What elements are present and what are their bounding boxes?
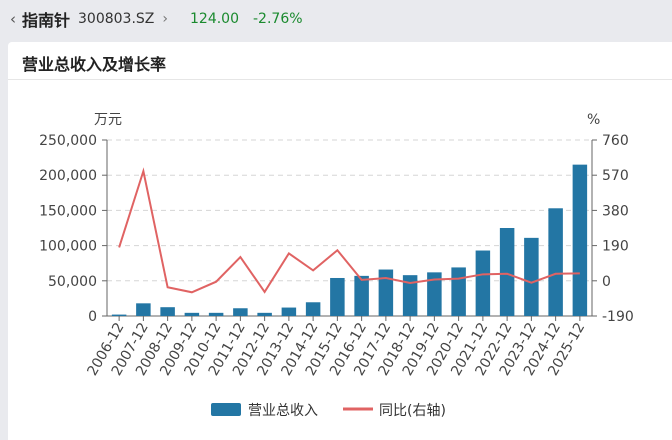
left-axis-tick-label: 250,000 [39, 133, 97, 149]
revenue-bar [305, 302, 321, 316]
revenue-bar [257, 312, 272, 316]
revenue-bar [184, 312, 200, 316]
revenue-bar [524, 237, 539, 316]
stock-code: 300803.SZ [78, 11, 155, 27]
revenue-bar [281, 307, 297, 316]
revenue-bar [330, 277, 345, 316]
revenue-bar [136, 303, 151, 316]
right-axis-tick-label: 760 [602, 133, 629, 149]
divider [8, 79, 672, 80]
left-axis-tick-label: 100,000 [39, 239, 97, 255]
right-axis-tick-label: -190 [602, 309, 634, 325]
revenue-bar [354, 275, 369, 316]
revenue-bar [548, 208, 563, 316]
left-axis-tick-label: 200,000 [39, 168, 97, 184]
revenue-bar [160, 307, 175, 316]
card-title: 营业总收入及增长率 [22, 55, 167, 74]
revenue-bar [427, 272, 442, 316]
left-axis-unit: 万元 [94, 112, 122, 128]
revenue-bar [499, 228, 515, 316]
stock-change: -2.76% [253, 11, 303, 27]
revenue-bar [208, 312, 224, 316]
revenue-bar [111, 314, 127, 316]
chevron-right-icon[interactable]: › [162, 11, 168, 27]
left-axis-tick-label: 150,000 [39, 203, 97, 219]
right-axis-tick-label: 570 [602, 168, 629, 184]
right-axis-tick-label: 380 [602, 203, 629, 219]
yoy-growth-line [118, 167, 580, 294]
revenue-bar [378, 269, 394, 316]
left-axis-tick-label: 0 [88, 309, 97, 325]
chevron-left-icon[interactable]: ‹ [10, 10, 16, 28]
legend-swatch-revenue [211, 403, 241, 416]
left-axis-tick-label: 50,000 [48, 274, 97, 290]
stock-name: 指南针 [22, 11, 71, 30]
revenue-bar [451, 267, 466, 316]
right-axis-tick-label: 190 [602, 239, 629, 255]
revenue-bar [572, 164, 588, 316]
stock-header: ‹ 指南针 300803.SZ › 124.00 -2.76% [0, 0, 672, 38]
revenue-bar [475, 250, 491, 316]
stock-price: 124.00 [190, 11, 239, 27]
revenue-bar [402, 275, 418, 316]
legend-label-revenue: 营业总收入 [248, 403, 318, 419]
legend-label-yoy: 同比(右轴) [379, 403, 446, 419]
right-axis-tick-label: 0 [602, 274, 611, 290]
right-axis-unit: % [587, 112, 600, 128]
revenue-bar [233, 308, 248, 316]
